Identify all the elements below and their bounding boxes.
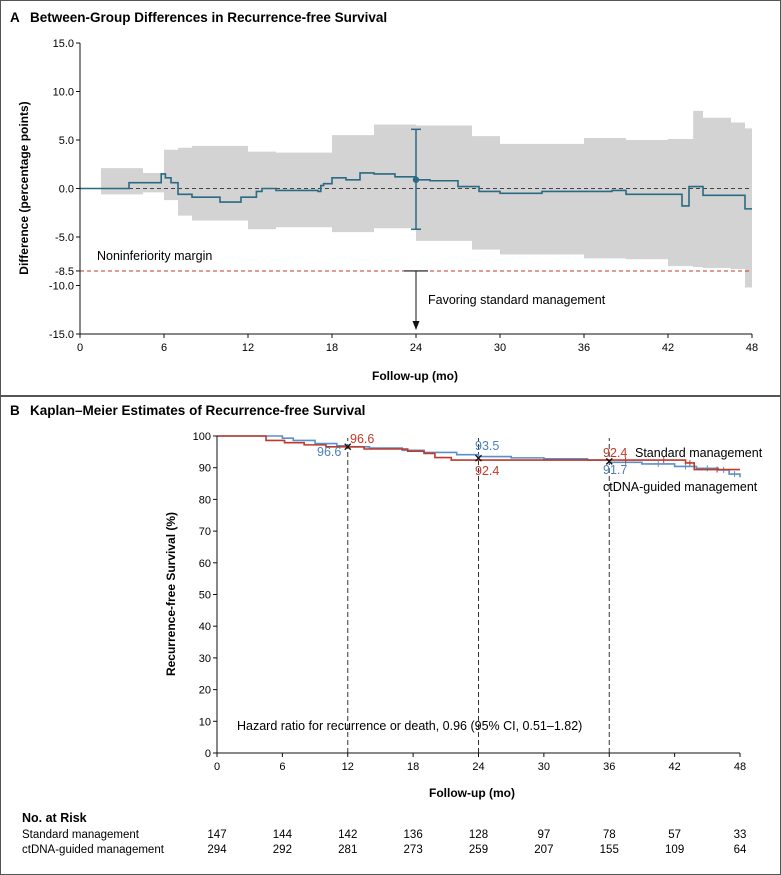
annotation-12-ctdna: 96.6 <box>317 445 341 459</box>
favoring-arrow-head <box>412 320 420 330</box>
y-tick-label: 30 <box>199 653 211 665</box>
estimate-marker-12mo <box>344 443 352 451</box>
panel-a-title: Between-Group Differences in Recurrence-… <box>30 10 387 25</box>
risk-value-standard: 142 <box>338 829 357 841</box>
risk-value-standard: 128 <box>469 829 488 841</box>
y-tick-label: 60 <box>199 558 211 570</box>
ctdna-guided-curve <box>217 435 741 478</box>
x-tick-label: 36 <box>603 761 615 773</box>
confidence-band <box>101 110 752 288</box>
x-tick-label: 24 <box>472 761 484 773</box>
hazard-ratio-text: Hazard ratio for recurrence or death, 0.… <box>237 719 582 733</box>
panel-a-letter: A <box>10 10 20 25</box>
panel-b-x-axis-label: Follow-up (mo) <box>429 786 515 800</box>
km-curves-layer <box>217 435 741 478</box>
panel-b-frame <box>0 396 781 875</box>
risk-value-standard: 33 <box>734 829 747 841</box>
margin-layer <box>80 270 752 330</box>
x-tick-label: 24 <box>410 342 422 354</box>
y-tick-label: 5.0 <box>59 135 74 147</box>
risk-value-ctdna: 259 <box>469 844 488 856</box>
ci-band-layer <box>101 110 752 288</box>
highlight-point-layer <box>411 128 421 230</box>
estimate-marker-24mo <box>475 454 482 462</box>
panel-a-axes: 15.0 10.0 5.0 0.0 -5.0 -10.0 -15.0 -8.5 0 6 12 18 24… <box>49 38 758 354</box>
risk-value-ctdna: 207 <box>534 844 553 856</box>
y-tick-label-margin: -8.5 <box>55 266 74 278</box>
x-tick-label: 36 <box>578 342 590 354</box>
difference-line <box>80 172 752 210</box>
x-tick-label: 12 <box>242 342 254 354</box>
risk-value-standard: 97 <box>537 829 550 841</box>
risk-row-label-ctdna: ctDNA-guided management <box>22 844 165 856</box>
panel-b-title: Kaplan–Meier Estimates of Recurrence-fre… <box>30 403 365 418</box>
x-tick-label: 0 <box>77 342 83 354</box>
x-tick-label: 18 <box>326 342 338 354</box>
x-tick-label: 12 <box>342 761 354 773</box>
annotation-12-standard: 96.6 <box>350 432 374 446</box>
x-tick-label: 48 <box>746 342 758 354</box>
noninferiority-margin-label: Noninferiority margin <box>97 249 212 263</box>
y-tick-label: -5.0 <box>55 232 74 244</box>
reference-lines-layer <box>347 438 610 753</box>
y-tick-label: 100 <box>193 431 211 443</box>
legend-ctdna-guided-management: ctDNA-guided management <box>603 480 758 494</box>
y-tick-label: -15.0 <box>49 329 74 341</box>
point-estimate-24mo <box>412 176 420 183</box>
estimate-marker-36mo <box>605 457 613 465</box>
risk-value-standard: 57 <box>668 829 681 841</box>
risk-value-ctdna: 281 <box>338 844 357 856</box>
annotation-36-standard: 92.4 <box>603 446 627 460</box>
x-tick-label: 6 <box>161 342 167 354</box>
annotation-24-standard: 92.4 <box>475 464 499 478</box>
risk-value-ctdna: 109 <box>665 844 684 856</box>
x-tick-label: 30 <box>494 342 506 354</box>
risk-value-ctdna: 294 <box>207 844 227 856</box>
x-tick-label: 42 <box>662 342 674 354</box>
y-tick-label: 0 <box>205 748 211 760</box>
risk-table-title: No. at Risk <box>22 811 87 825</box>
y-tick-label: 80 <box>199 494 211 506</box>
panel-a-y-axis-label: Difference (percentage points) <box>17 101 31 274</box>
risk-row-label-standard: Standard management <box>22 829 140 841</box>
panel-a: A Between-Group Differences in Recurrenc… <box>10 10 758 383</box>
risk-value-ctdna: 273 <box>404 844 423 856</box>
y-tick-label: 70 <box>199 526 211 538</box>
y-tick-label: 40 <box>199 621 211 633</box>
panel-a-x-axis-label: Follow-up (mo) <box>372 369 458 383</box>
y-tick-label: 10.0 <box>53 87 74 99</box>
risk-value-standard: 136 <box>404 829 423 841</box>
difference-line-layer <box>80 172 752 210</box>
panel-b-letter: B <box>10 403 20 418</box>
y-tick-label: 15.0 <box>53 38 74 50</box>
panel-b-axes: 0 10 20 30 40 50 60 70 80 90 100 0 6 12 18 24 30 36 42 48 <box>193 431 746 773</box>
risk-value-ctdna: 64 <box>734 844 747 856</box>
risk-value-standard: 78 <box>603 829 616 841</box>
favoring-standard-label: Favoring standard management <box>428 293 606 307</box>
y-tick-label: -10.0 <box>49 281 74 293</box>
standard-management-curve <box>217 435 740 471</box>
risk-value-ctdna: 292 <box>273 844 292 856</box>
x-tick-label: 42 <box>669 761 681 773</box>
risk-value-standard: 144 <box>273 829 293 841</box>
panel-b-y-axis-label: Recurrence-free Survival (%) <box>164 512 178 676</box>
legend-standard-management: Standard management <box>635 446 763 460</box>
y-tick-label: 10 <box>199 716 211 728</box>
y-tick-label: 90 <box>199 463 211 475</box>
risk-values: 147 144 142 136 128 97 78 57 33 294 292 281 273 259 20… <box>207 829 747 856</box>
y-tick-label: 0.0 <box>59 184 74 196</box>
annotation-36-ctdna: 91.7 <box>603 463 627 477</box>
annotation-24-ctdna: 93.5 <box>475 439 499 453</box>
panel-b: B Kaplan–Meier Estimates of Recurrence-f… <box>10 403 763 856</box>
y-tick-label: 20 <box>199 685 211 697</box>
risk-value-standard: 147 <box>207 829 226 841</box>
x-tick-label: 30 <box>538 761 550 773</box>
x-tick-label: 6 <box>279 761 285 773</box>
x-tick-label: 18 <box>407 761 419 773</box>
y-tick-label: 50 <box>199 590 211 602</box>
x-tick-label: 0 <box>214 761 220 773</box>
x-tick-label: 48 <box>734 761 746 773</box>
risk-value-ctdna: 155 <box>600 844 619 856</box>
